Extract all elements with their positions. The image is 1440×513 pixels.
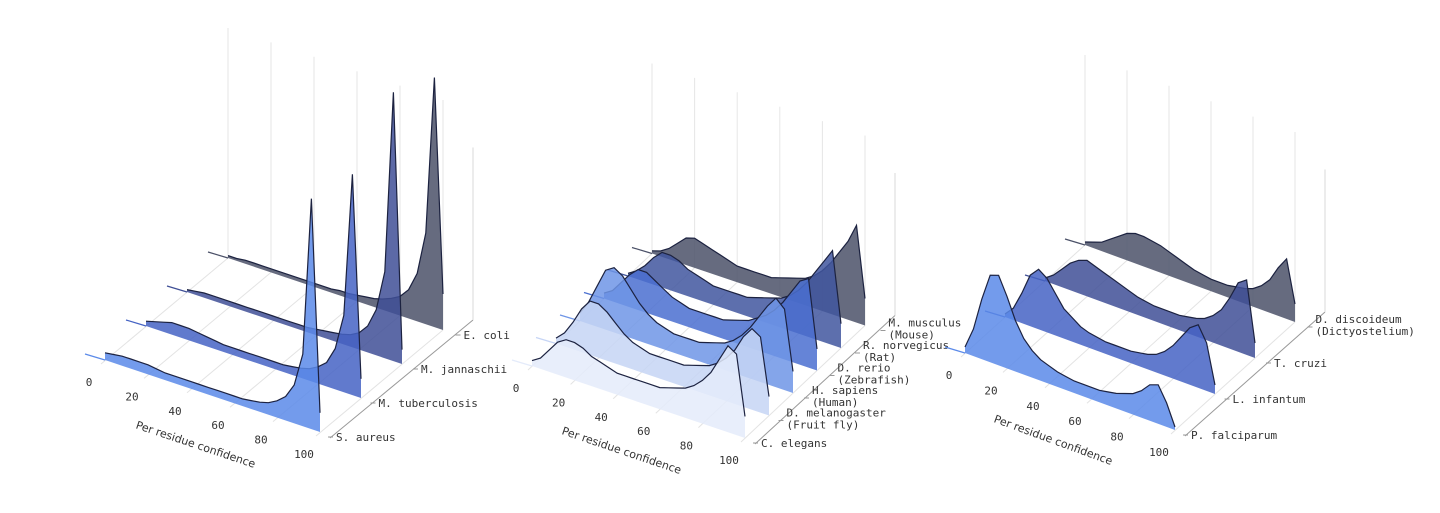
ridge-baseline	[535, 336, 557, 345]
x-tick-label: 0	[946, 369, 953, 382]
series-label: M. jannaschii	[421, 363, 507, 376]
ridge-line	[1044, 259, 1256, 344]
ridge-baseline	[1064, 238, 1086, 246]
series-label: L. infantum	[1233, 393, 1306, 406]
ridge-area	[146, 174, 361, 398]
series-label: S. aureus	[336, 431, 396, 444]
ridge-area	[228, 77, 443, 330]
x-tick-label: 80	[680, 440, 693, 453]
x-axis-title: Per residue confidence	[134, 419, 257, 471]
floor-grid-line	[1170, 321, 1296, 435]
series-label: H. sapiens	[812, 384, 878, 397]
ridge-line	[145, 174, 362, 379]
series-note: (Fruit fly)	[787, 419, 860, 432]
x-tick-label: 20	[552, 396, 565, 409]
ridge-line	[964, 274, 1176, 428]
floor-grid-line	[186, 286, 315, 394]
series-label: T. cruzi	[1274, 357, 1327, 370]
floor-grid-line	[1086, 290, 1212, 404]
x-tick-label: 20	[984, 384, 997, 397]
x-tick-label: 20	[125, 390, 138, 403]
x-tick-label: 100	[294, 448, 314, 461]
ridge-baseline	[631, 246, 653, 255]
ridge-line	[104, 198, 321, 413]
series-label: P. falciparum	[1191, 429, 1277, 442]
x-tick-label: 40	[168, 405, 181, 418]
x-tick-label: 0	[86, 376, 93, 389]
ridge-baseline	[84, 353, 106, 361]
series-label: D. rerio	[838, 362, 891, 375]
x-tick-label: 40	[1026, 400, 1039, 413]
x-tick-label: 60	[637, 425, 650, 438]
floor-grid-line	[315, 329, 444, 437]
ridge-area	[187, 92, 402, 365]
ridge-line	[227, 77, 444, 300]
ridge-line	[1004, 268, 1216, 386]
ridge-baseline	[207, 251, 229, 259]
series-note: (Zebrafish)	[838, 374, 911, 387]
series-note: (Human)	[812, 396, 858, 409]
ridge-line	[603, 268, 818, 349]
depth-axis	[1184, 311, 1326, 437]
x-tick-label: 80	[254, 434, 267, 447]
x-tick-label: 80	[1110, 431, 1123, 444]
x-tick-label: 60	[211, 419, 224, 432]
ridge-area	[1005, 269, 1215, 394]
floor-grid-line	[740, 325, 866, 443]
series-label: M. musculus	[889, 317, 962, 330]
depth-axis	[754, 315, 896, 445]
floor-grid-line	[143, 272, 272, 379]
ridge-line	[531, 339, 746, 417]
ridge-baseline	[125, 319, 147, 327]
depth-axis	[329, 319, 474, 439]
x-tick-label: 60	[1068, 415, 1081, 428]
ridge-area	[532, 339, 745, 438]
ridge-area	[965, 275, 1175, 430]
ridge-line	[1084, 232, 1296, 305]
x-axis-title: Per residue confidence	[560, 424, 683, 477]
series-label: R. norvegicus	[863, 339, 949, 352]
floor-grid-line	[100, 257, 229, 365]
series-label: D. melanogaster	[787, 407, 887, 420]
series-label: C. elegans	[761, 437, 827, 450]
floor-grid-line	[229, 300, 358, 408]
x-tick-label: 0	[513, 382, 520, 395]
series-note: (Dictyostelium)	[1316, 325, 1415, 338]
ridge-baseline	[944, 346, 966, 354]
ridge-line	[186, 92, 403, 350]
series-note: (Rat)	[863, 351, 896, 364]
ridge-area	[105, 198, 320, 432]
ridge-area	[1045, 260, 1255, 358]
x-axis-title: Per residue confidence	[992, 413, 1114, 468]
x-tick-label: 100	[1149, 446, 1169, 459]
ridge-area	[1085, 233, 1295, 322]
ridge-line	[579, 267, 794, 372]
floor-grid-line	[1044, 275, 1170, 389]
x-tick-label: 100	[719, 454, 739, 467]
x-tick-label: 40	[595, 411, 608, 424]
series-label: M. tuberculosis	[379, 397, 478, 410]
series-label: E. coli	[464, 329, 510, 342]
series-note: (Mouse)	[889, 329, 935, 342]
ridge-baseline	[511, 359, 533, 367]
series-label: D. discoideum	[1316, 313, 1402, 326]
ridge-baseline	[166, 285, 188, 293]
